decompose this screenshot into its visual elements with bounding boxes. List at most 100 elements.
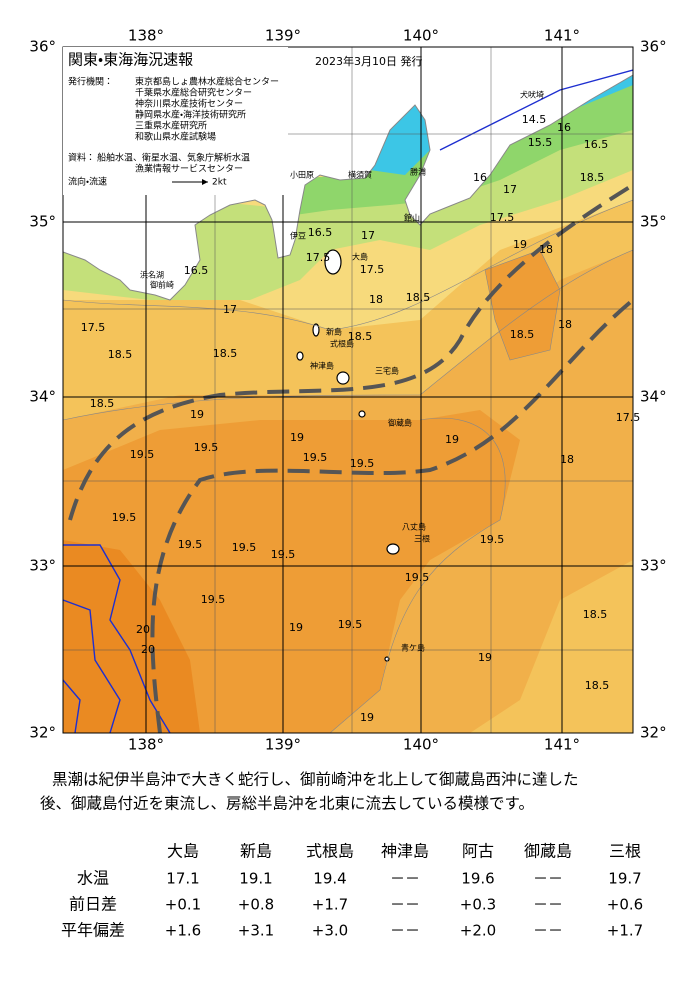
issuer: 千葉県水産総合研究センター bbox=[135, 87, 252, 99]
lat-label: 36° bbox=[29, 38, 56, 56]
blue-contours bbox=[63, 69, 633, 733]
place-label: 御蔵島 bbox=[388, 418, 412, 428]
graticule bbox=[63, 47, 633, 733]
lon-label: 141° bbox=[544, 736, 580, 754]
isotherm-label: 19.5 bbox=[112, 511, 137, 524]
cell: +0.6 bbox=[607, 896, 643, 914]
isotherm-label: 19.5 bbox=[405, 571, 430, 584]
place-label: 三根 bbox=[414, 534, 430, 544]
isotherm-label: 18.5 bbox=[406, 291, 431, 304]
islands bbox=[296, 249, 400, 662]
island bbox=[336, 371, 350, 385]
cell: 19.4 bbox=[313, 870, 346, 888]
lat-label: 34° bbox=[640, 388, 667, 406]
isotherm-label: 17.5 bbox=[306, 251, 331, 264]
isotherm-label: 19.5 bbox=[178, 538, 203, 551]
column-header: 大島 bbox=[167, 842, 199, 861]
isotherm-label: 19.5 bbox=[480, 533, 505, 546]
place-label: 勝浦 bbox=[410, 167, 426, 177]
isotherm-label: 17 bbox=[361, 229, 375, 242]
isotherm-label: 16 bbox=[557, 121, 571, 134]
issuer: 神奈川県水産技術センター bbox=[135, 98, 243, 110]
kuroshio-axis bbox=[68, 183, 633, 733]
isotherm-label: 19.5 bbox=[232, 541, 257, 554]
isotherm-label: 16.5 bbox=[184, 264, 209, 277]
description-line: 黒潮は紀伊半島沖で大きく蛇行し、御前崎沖を北上して御蔵島西沖に達した bbox=[52, 771, 579, 789]
kuroshio-inner bbox=[68, 183, 633, 521]
flow-arrowhead bbox=[202, 179, 208, 185]
isotherm-label: 17.5 bbox=[81, 321, 106, 334]
isotherm-label: 18.5 bbox=[580, 171, 605, 184]
cell: 19.1 bbox=[239, 870, 272, 888]
place-label: 大島 bbox=[352, 252, 368, 262]
isotherm-label: 17.5 bbox=[360, 263, 385, 276]
cell: +1.7 bbox=[312, 896, 348, 914]
cell: +0.1 bbox=[165, 896, 201, 914]
cell: +1.6 bbox=[165, 922, 201, 940]
isotherm-label: 19 bbox=[513, 238, 527, 251]
isotherm-label: 17 bbox=[223, 303, 237, 316]
map-frame bbox=[62, 46, 634, 734]
place-label: 青ケ島 bbox=[401, 643, 425, 653]
contour bbox=[63, 544, 171, 733]
cell: +0.8 bbox=[238, 896, 274, 914]
issuer: 和歌山県水産試験場 bbox=[135, 131, 216, 143]
source: 漁業情報サービスセンター bbox=[135, 163, 243, 175]
contour bbox=[63, 599, 121, 733]
isotherm-label: 19.5 bbox=[130, 448, 155, 461]
island bbox=[312, 323, 320, 337]
column-header: 式根島 bbox=[306, 842, 354, 861]
column-header: 御蔵島 bbox=[524, 842, 572, 861]
place-label: 横須賀 bbox=[348, 170, 372, 180]
place-label: 伊豆 bbox=[290, 231, 306, 241]
cell: －－ bbox=[390, 870, 420, 888]
isotherm-label: 18 bbox=[539, 243, 553, 256]
place-label: 三宅島 bbox=[375, 366, 399, 376]
issuers-label: 発行機関： bbox=[68, 76, 113, 88]
issuer: 静岡県水産・海洋技術研究所 bbox=[135, 109, 246, 121]
cell: +3.0 bbox=[312, 922, 348, 940]
flow-label: 流向・流速 bbox=[68, 176, 107, 188]
column-header: 三根 bbox=[609, 842, 641, 861]
row-label: 前日差 bbox=[69, 895, 117, 914]
source: 船舶水温、衛星水温、気象庁解析水温 bbox=[97, 152, 250, 164]
isotherm-label: 18.5 bbox=[90, 397, 115, 410]
lon-label: 139° bbox=[265, 27, 301, 45]
cell: 19.7 bbox=[608, 870, 641, 888]
isotherm-label: 19.5 bbox=[338, 618, 363, 631]
place-label: 式根島 bbox=[330, 339, 354, 349]
lat-label: 35° bbox=[640, 213, 667, 231]
column-header: 阿古 bbox=[462, 842, 494, 861]
isotherm-label: 19 bbox=[290, 431, 304, 444]
isotherm-label: 19.5 bbox=[271, 548, 296, 561]
row-label: 水温 bbox=[77, 869, 109, 888]
isotherm-label: 19 bbox=[289, 621, 303, 634]
isotherm-label: 18.5 bbox=[213, 347, 238, 360]
lat-label: 32° bbox=[640, 724, 667, 742]
isotherm-label: 18 bbox=[369, 293, 383, 306]
warm-pool bbox=[63, 540, 200, 733]
bay-water bbox=[370, 105, 430, 175]
warm-eddy bbox=[485, 250, 560, 360]
issuer: 東京都島しょ農林水産総合センター bbox=[135, 76, 279, 88]
isotherm-label: 19.5 bbox=[194, 441, 219, 454]
place-label: 犬吠埼 bbox=[520, 90, 544, 100]
cell: +0.3 bbox=[460, 896, 496, 914]
isotherm-label: 19 bbox=[445, 433, 459, 446]
cell: 19.6 bbox=[461, 870, 494, 888]
isotherm-label: 18.5 bbox=[585, 679, 610, 692]
isotherm-label: 16.5 bbox=[584, 138, 609, 151]
island bbox=[296, 351, 304, 361]
island bbox=[386, 543, 400, 555]
lon-label: 141° bbox=[544, 27, 580, 45]
isotherm-label: 17 bbox=[503, 183, 517, 196]
lat-label: 36° bbox=[640, 38, 667, 56]
legend-box bbox=[63, 47, 288, 195]
kuroshio-outer bbox=[150, 298, 633, 733]
isotherm-label: 19 bbox=[478, 651, 492, 664]
isotherm-label: 18 bbox=[560, 453, 574, 466]
island bbox=[358, 410, 366, 418]
